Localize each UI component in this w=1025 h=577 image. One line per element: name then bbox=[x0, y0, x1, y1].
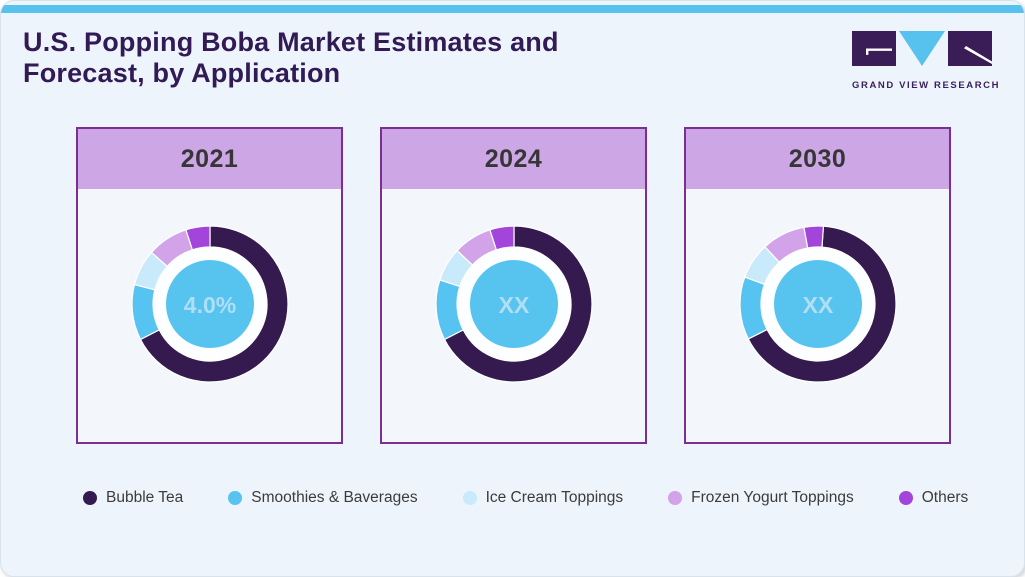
donut-center-label: XX bbox=[498, 292, 529, 318]
page-title-line1: U.S. Popping Boba Market Estimates and bbox=[23, 27, 559, 57]
grand-view-research-logo: GRAND VIEW RESEARCH bbox=[852, 31, 1001, 91]
legend-dot-ice-cream-toppings bbox=[462, 491, 477, 505]
legend-label-others: Others bbox=[921, 489, 969, 506]
donut-center-label: 4.0% bbox=[183, 292, 235, 318]
panel-2030-year-label: 2030 bbox=[686, 129, 949, 189]
page-title: U.S. Popping Boba Market Estimates and F… bbox=[23, 27, 559, 89]
logo-v-triangle bbox=[899, 31, 945, 66]
legend-item-others: Others bbox=[898, 489, 969, 507]
legend-label-bubble-tea: Bubble Tea bbox=[106, 489, 184, 506]
logo-r-cut bbox=[964, 46, 992, 64]
legend-item-frozen-yogurt-toppings: Frozen Yogurt Toppings bbox=[668, 489, 854, 507]
panel-2021-year-label: 2021 bbox=[78, 129, 341, 189]
legend-label-ice-cream-toppings: Ice Cream Toppings bbox=[485, 489, 624, 506]
legend-item-smoothies-beverages: Smoothies & Baverages bbox=[228, 489, 418, 507]
donut-center-circle bbox=[165, 260, 254, 348]
logo-wordmark: GRAND VIEW RESEARCH bbox=[852, 80, 1001, 91]
legend-dot-frozen-yogurt-toppings bbox=[668, 491, 683, 505]
donut-chart-2030: XX bbox=[686, 189, 949, 389]
donut-center-circle bbox=[773, 260, 862, 348]
legend-label-frozen-yogurt-toppings: Frozen Yogurt Toppings bbox=[691, 489, 854, 506]
donut-chart-2024: XX bbox=[382, 189, 645, 389]
panel-2024: 2024 XX bbox=[380, 127, 647, 444]
panel-2024-year-label: 2024 bbox=[382, 129, 645, 189]
donut-chart-2021: 4.0% bbox=[78, 189, 341, 389]
year-panels: 2021 4.0% 2024 XX 2030 XX bbox=[76, 127, 951, 444]
panel-2021: 2021 4.0% bbox=[76, 127, 343, 444]
gvr-logo-icon bbox=[852, 31, 992, 66]
page-title-line2: Forecast, by Application bbox=[23, 58, 341, 88]
legend-item-ice-cream-toppings: Ice Cream Toppings bbox=[462, 489, 624, 507]
legend-label-smoothies-beverages: Smoothies & Baverages bbox=[251, 489, 418, 506]
legend-item-bubble-tea: Bubble Tea bbox=[83, 489, 183, 507]
top-accent-bar bbox=[1, 5, 1024, 13]
panel-2030: 2030 XX bbox=[684, 127, 951, 444]
legend-dot-bubble-tea bbox=[83, 491, 97, 505]
donut-segment-others bbox=[802, 225, 824, 249]
chart-legend: Bubble Tea Smoothies & Baverages Ice Cre… bbox=[83, 489, 968, 507]
legend-dot-smoothies-beverages bbox=[228, 491, 243, 505]
legend-dot-others bbox=[898, 491, 913, 505]
donut-center-circle bbox=[469, 260, 558, 348]
logo-g-cut bbox=[866, 48, 892, 55]
donut-center-label: XX bbox=[802, 292, 833, 318]
